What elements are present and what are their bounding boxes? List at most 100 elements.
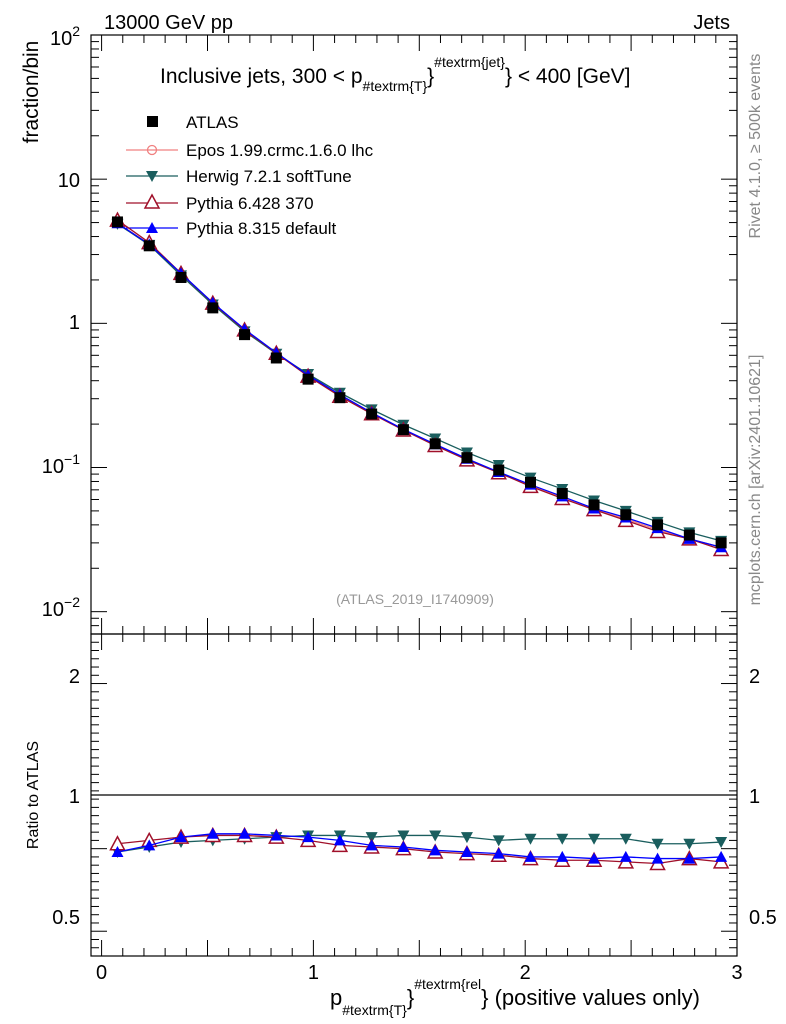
ratio-ytick-label-1: 1 (69, 786, 80, 808)
ratio-point-herwig-7-2-1-softtune (397, 830, 410, 842)
ratio-point-pythia-8-315-default (143, 839, 156, 851)
legend: ATLAS Epos 1.99.crmc.1.6.0 lhc Herwig 7.… (126, 113, 374, 238)
legend-marker-herwig (146, 171, 158, 182)
ratio-point-herwig-7-2-1-softtune (365, 832, 378, 844)
data-point-atlas (461, 452, 473, 464)
legend-entry-atlas: ATLAS (147, 113, 239, 132)
ratio-series-layer (109, 826, 730, 871)
ratio-point-herwig-7-2-1-softtune (492, 835, 505, 847)
legend-label-herwig: Herwig 7.2.1 softTune (186, 167, 352, 186)
ratio-point-pythia-8-315-default (460, 845, 473, 857)
ratio-series-pythia-8-315-default (111, 827, 728, 864)
xtick-label: 0 (96, 962, 107, 984)
legend-marker-atlas (147, 116, 158, 127)
ytick-label-1: 1 (69, 312, 80, 334)
ratio-point-pythia-8-315-default (365, 839, 378, 851)
ratio-point-pythia-8-315-default (238, 827, 251, 839)
legend-label-epos: Epos 1.99.crmc.1.6.0 lhc (186, 141, 374, 160)
ratio-ytick-label-2: 2 (69, 666, 80, 688)
ratio-point-herwig-7-2-1-softtune (460, 832, 473, 844)
ratio-point-pythia-8-315-default (111, 845, 124, 857)
data-point-atlas (524, 476, 536, 488)
x-axis-label: p#textrm{T}}#textrm{rel} (positive value… (330, 976, 700, 1018)
ratio-point-pythia-8-315-default (556, 850, 569, 862)
main-series-layer (109, 211, 730, 557)
data-point-atlas (588, 499, 600, 511)
ratio-point-herwig-7-2-1-softtune (524, 833, 537, 845)
data-point-atlas (556, 488, 568, 500)
ratio-point-herwig-7-2-1-softtune (619, 833, 632, 845)
ratio-ytick-label-0.5: 0.5 (52, 907, 80, 929)
legend-label-pythia8: Pythia 8.315 default (186, 219, 337, 238)
ratio-point-herwig-7-2-1-softtune (429, 830, 442, 842)
ratio-point-pythia-8-315-default (175, 831, 188, 843)
data-point-atlas (620, 509, 632, 521)
data-point-atlas (111, 216, 123, 228)
series-pythia-6-428-370 (109, 211, 730, 557)
ratio-ytick-labels-left: 2 1 0.5 (52, 666, 80, 929)
data-point-atlas (493, 464, 505, 476)
ratio-point-pythia-8-315-default (270, 829, 283, 841)
ratio-point-pythia-8-315-default (651, 852, 664, 864)
series-line-pythia-8-315-default (117, 222, 722, 548)
legend-marker-epos (146, 144, 158, 156)
ratio-point-pythia-8-315-default (715, 850, 728, 862)
ratio-point-herwig-7-2-1-softtune (683, 838, 696, 850)
main-ytick-labels: 102 10 1 10−1 10−2 (42, 23, 80, 621)
data-point-atlas (366, 408, 378, 420)
xtick-label: 2 (520, 962, 531, 984)
ratio-point-herwig-7-2-1-softtune (588, 833, 601, 845)
ratio-point-pythia-8-315-default (397, 841, 410, 853)
main-axis-ticks (91, 34, 738, 635)
ratio-point-pythia-8-315-default (683, 852, 696, 864)
main-y-axis-label: fraction/bin (20, 41, 43, 144)
ratio-y-axis-label: Ratio to ATLAS (25, 741, 42, 849)
legend-entry-pythia8: Pythia 8.315 default (126, 219, 337, 238)
data-point-atlas (397, 424, 409, 436)
ratio-point-herwig-7-2-1-softtune (556, 833, 569, 845)
data-point-atlas (270, 352, 282, 364)
ratio-point-herwig-7-2-1-softtune (651, 838, 664, 850)
ratio-point-pythia-8-315-default (524, 850, 537, 862)
data-point-atlas (143, 240, 155, 252)
series-epos-1-99-crmc-1-6-0-lhc (112, 218, 726, 553)
mcplots-source-label: mcplots.cern.ch [arXiv:2401.10621] (747, 355, 764, 606)
data-point-atlas (715, 537, 727, 549)
ratio-point-pythia-8-315-default (588, 852, 601, 864)
xtick-label: 3 (731, 962, 742, 984)
series-atlas (111, 216, 727, 549)
analysis-id-label: (ATLAS_2019_I1740909) (336, 591, 494, 607)
ratio-point-pythia-8-315-default (429, 844, 442, 856)
ratio-point-pythia-8-315-default (492, 847, 505, 859)
ytick-label-0.1: 10−1 (42, 451, 80, 478)
legend-label-pythia6: Pythia 6.428 370 (186, 194, 314, 213)
ratio-axis-ticks (91, 634, 738, 956)
legend-entry-epos: Epos 1.99.crmc.1.6.0 lhc (126, 141, 374, 160)
ytick-label-100: 102 (50, 23, 80, 50)
data-point-atlas (429, 438, 441, 450)
ratio-ytick-labels-right: 2 1 0.5 (749, 666, 777, 929)
chart-title: Inclusive jets, 300 < p#textrm{T}}#textr… (160, 54, 631, 94)
series-line-epos-1-99-crmc-1-6-0-lhc (117, 222, 722, 548)
xtick-labels: 0 1 2 3 (96, 962, 743, 984)
rivet-version-label: Rivet 4.1.0, ≥ 500k events (747, 54, 764, 239)
data-point-atlas (175, 271, 187, 283)
series-pythia-8-315-default (111, 217, 728, 553)
ytick-label-0.01: 10−2 (42, 594, 80, 621)
legend-marker-pythia8 (146, 222, 158, 233)
ratio-point-herwig-7-2-1-softtune (715, 837, 728, 849)
ratio-ytick-label-right-0.5: 0.5 (749, 907, 777, 929)
data-point-atlas (652, 519, 664, 531)
ratio-point-pythia-8-315-default (206, 827, 219, 839)
ratio-point-pythia-8-315-default (619, 850, 632, 862)
series-line-pythia-6-428-370 (117, 219, 722, 551)
data-point-atlas (207, 302, 219, 314)
legend-marker-pythia6 (143, 193, 161, 209)
xtick-label: 1 (308, 962, 319, 984)
ratio-point-pythia-8-315-default (333, 834, 346, 846)
ratio-point-pythia-8-315-default (302, 831, 315, 843)
header-beam-label: 13000 GeV pp (104, 12, 233, 34)
ratio-line-pythia-8-315-default (117, 833, 722, 860)
data-point-atlas (334, 392, 346, 404)
